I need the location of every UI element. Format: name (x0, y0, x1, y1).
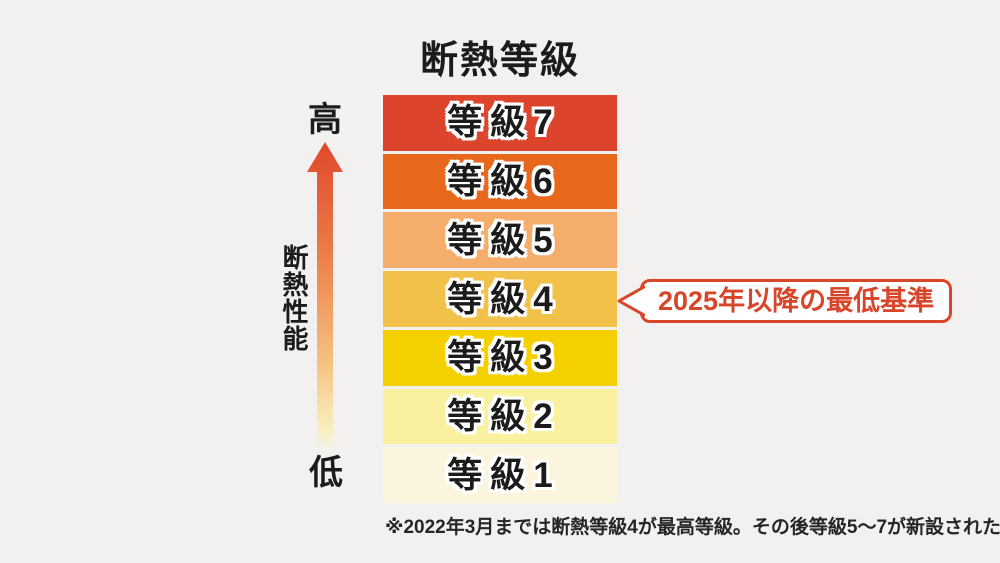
grade-bar-label: 等級1 (447, 455, 561, 495)
axis-low-label: 低 (309, 454, 343, 492)
grade-bar-4: 等級4 (383, 271, 617, 327)
grade-bar-5: 等級5 (383, 212, 617, 269)
grade-bar-7: 等級7 (383, 95, 617, 151)
callout-text: 2025年以降の最低基準 (658, 285, 935, 316)
footnote: ※2022年3月までは断熱等級4が最高等級。その後等級5〜7が新設された。 (385, 517, 1000, 538)
grade-bar-label: 等級2 (447, 396, 561, 436)
grade-bar-1: 等級1 (383, 447, 617, 504)
page-title: 断熱等級 (419, 40, 580, 82)
axis-title: 断熱性能 (279, 244, 309, 352)
grade-stack: 等級7 等級6 等級5 等級4 等級3 等級2 等級1 (383, 95, 617, 504)
axis-high-label: 高 (308, 101, 342, 139)
callout-tail-icon (617, 285, 645, 317)
grade-bar-6: 等級6 (383, 153, 617, 210)
grade-bar-label: 等級7 (447, 103, 561, 143)
grade-bar-label: 等級3 (447, 338, 561, 378)
grade-bar-3: 等級3 (383, 329, 617, 386)
grade-bar-label: 等級4 (447, 279, 561, 319)
up-arrow-icon (307, 142, 343, 455)
grade-bar-label: 等級5 (447, 220, 561, 260)
grade-bar-label: 等級6 (447, 162, 561, 202)
grade-bar-2: 等級2 (383, 388, 617, 445)
callout-bubble: 2025年以降の最低基準 (640, 279, 953, 323)
